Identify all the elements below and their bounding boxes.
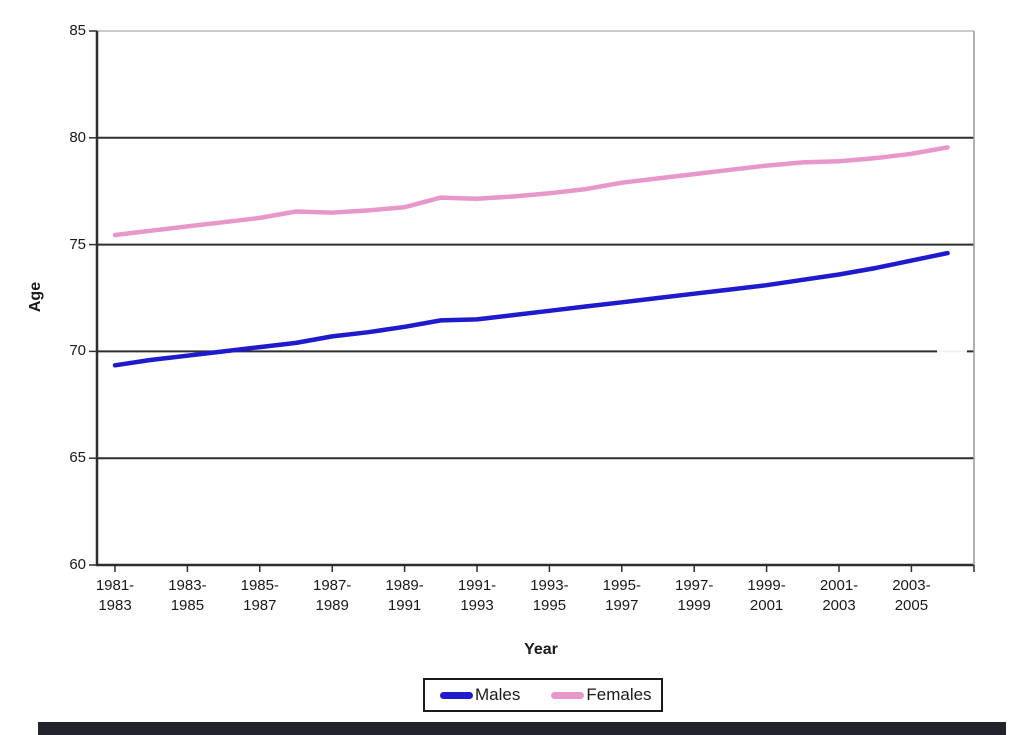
x-tick-label-1987-1989: 1987- 1989 <box>313 577 352 614</box>
y-tick-label-70: 70 <box>69 342 86 360</box>
x-tick-label-1985-1987: 1985- 1987 <box>240 577 279 614</box>
y-tick-label-65: 65 <box>69 449 86 467</box>
legend-item-males: Males <box>440 685 520 705</box>
x-tick-label-1991-1993: 1991- 1993 <box>457 577 497 614</box>
x-tick-label-2003-2005: 2003- 2005 <box>892 577 931 614</box>
x-tick-label-1983-1985: 1983- 1985 <box>168 577 207 614</box>
females-line <box>112 145 950 238</box>
y-tick-label-85: 85 <box>69 22 86 39</box>
white-blob-artifact <box>937 336 967 366</box>
x-tick-label-1989-1991: 1989- 1991 <box>385 577 424 614</box>
legend-item-females: Females <box>551 685 652 705</box>
bottom-bar <box>38 722 1006 735</box>
y-tick-label-80: 80 <box>69 128 86 146</box>
y-axis-title: Age <box>27 281 44 313</box>
legend-label-females: Females <box>586 685 652 704</box>
females-line-swatch <box>551 691 585 699</box>
males-line-swatch <box>440 691 473 699</box>
legend-label-males: Males <box>475 685 521 704</box>
y-tick-label-60: 60 <box>69 556 86 573</box>
x-tick-label-1995-1997: 1995- 1997 <box>602 577 641 614</box>
x-tick-label-1997-1999: 1997- 1999 <box>675 577 714 614</box>
legend: Males Females <box>423 678 663 712</box>
x-tick-label-2001-2003: 2001- 2003 <box>819 577 859 614</box>
x-tick-label-1993-1995: 1993- 1995 <box>530 577 569 614</box>
x-tick-label-1999-2001: 1999- 2001 <box>747 577 786 614</box>
males-line <box>112 250 950 368</box>
x-tick-label-1981-1983: 1981- 1983 <box>95 577 135 614</box>
y-tick-label-75: 75 <box>69 235 86 253</box>
x-axis-title: Year <box>524 641 558 658</box>
